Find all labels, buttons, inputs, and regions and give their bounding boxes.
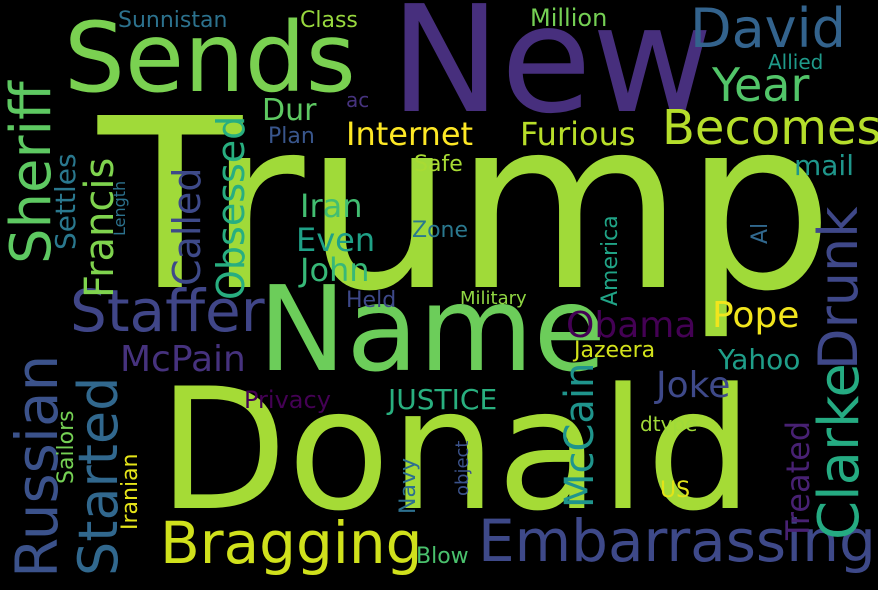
word-obama: Obama: [566, 305, 697, 346]
word-mccain: McCain: [557, 362, 603, 508]
word-class: Class: [300, 8, 358, 33]
word-dtype: dtype: [640, 412, 698, 436]
word-blow: Blow: [416, 544, 469, 569]
word-name: Name: [258, 260, 607, 398]
word-iran: Iran: [300, 187, 363, 225]
word-clarke: Clarke: [807, 363, 872, 540]
word-ac: ac: [346, 88, 370, 112]
word-america: America: [598, 215, 623, 306]
word-object: object: [452, 440, 473, 496]
word-donald: Donald: [158, 352, 753, 548]
word-privacy: Privacy: [244, 386, 331, 414]
word-safe: Safe: [414, 152, 463, 177]
word-david: David: [690, 0, 846, 60]
word-military: Military: [460, 288, 527, 309]
word-trump: Trump: [98, 68, 834, 343]
word-treated: Treated: [779, 420, 817, 540]
word-called: Called: [165, 167, 209, 286]
word-allied: Allied: [768, 50, 824, 74]
word-justice: JUSTICE: [388, 383, 498, 416]
word-furious: Furious: [520, 115, 636, 153]
word-bragging: Bragging: [160, 509, 423, 577]
word-iranian: Iranian: [118, 453, 143, 531]
word-navy: Navy: [396, 458, 421, 514]
word-becomes: Becomes: [662, 100, 878, 156]
word-length: Length: [110, 180, 129, 236]
word-mail: mail: [794, 149, 854, 182]
word-joke: Joke: [656, 365, 731, 406]
word-even: Even: [296, 221, 376, 259]
word-drunk: Drunk: [807, 206, 870, 370]
word-us: US: [660, 478, 691, 503]
word-obsessed: Obsessed: [209, 115, 253, 300]
word-staffer: Staffer: [70, 277, 265, 345]
word-sunnistan: Sunnistan: [118, 8, 228, 33]
word-sailors: Sailors: [54, 410, 79, 484]
word-pope: Pope: [712, 295, 800, 336]
word-jazeera: Jazeera: [574, 338, 656, 363]
word-sends: Sends: [64, 2, 356, 114]
word-john: John: [300, 251, 370, 289]
word-plan: Plan: [268, 124, 315, 149]
word-new: New: [390, 0, 713, 146]
word-al: Al: [748, 222, 773, 244]
word-internet: Internet: [346, 115, 474, 153]
word-mcpain: McPain: [120, 339, 246, 380]
word-dur: Dur: [262, 93, 317, 128]
word-embarrassing: Embarrassing: [478, 507, 876, 575]
word-year: Year: [712, 58, 810, 112]
word-settles: Settles: [49, 153, 82, 250]
word-million: Million: [530, 4, 608, 32]
word-yahoo: Yahoo: [718, 343, 801, 376]
word-zone: Zone: [412, 218, 469, 243]
word-held: Held: [346, 288, 397, 313]
